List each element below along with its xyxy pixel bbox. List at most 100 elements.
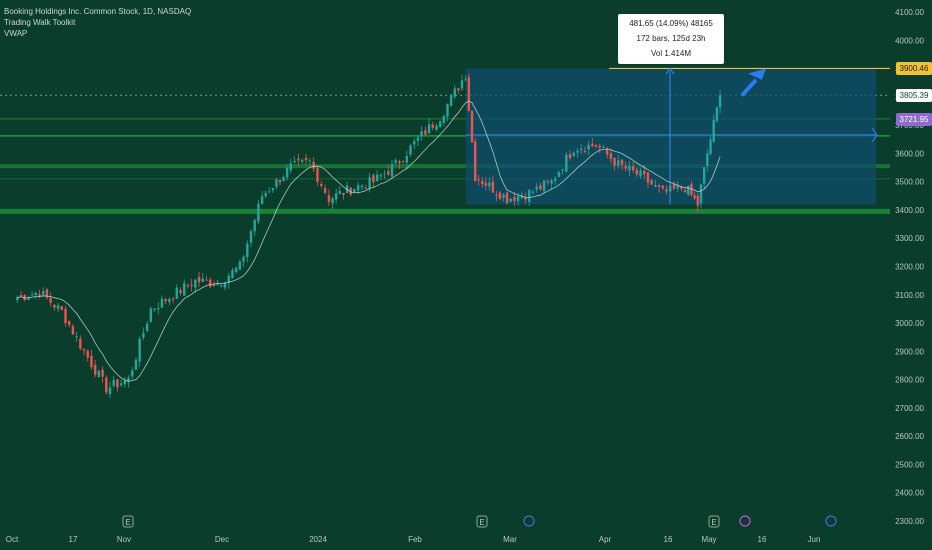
candle-body-151 bbox=[572, 152, 575, 156]
measure-volume: Vol 1.414M bbox=[650, 49, 692, 58]
candle-body-46 bbox=[186, 285, 190, 287]
candle-body-135 bbox=[513, 197, 516, 202]
candle-body-68 bbox=[268, 191, 271, 193]
candle-body-185 bbox=[696, 195, 699, 206]
candle-body-169 bbox=[639, 170, 642, 177]
price-tick-3600: 3600.00 bbox=[895, 149, 924, 158]
measure-box bbox=[465, 68, 876, 205]
candle-body-157 bbox=[594, 144, 598, 147]
candle-body-128 bbox=[488, 182, 491, 187]
candle-body-34 bbox=[142, 333, 145, 338]
candle-body-118 bbox=[453, 88, 456, 97]
price-tick-2900: 2900.00 bbox=[895, 347, 924, 356]
candle-body-96 bbox=[372, 174, 375, 183]
forecast-arrow-shaft bbox=[740, 78, 758, 97]
time-tick-1: 17 bbox=[69, 535, 78, 544]
candle-body-15 bbox=[71, 326, 75, 335]
candle-body-50 bbox=[201, 278, 204, 282]
candle-body-77 bbox=[300, 160, 304, 162]
candle-body-123 bbox=[470, 110, 474, 143]
price-tag-target: 3900.46 bbox=[896, 62, 932, 76]
candle-body-113 bbox=[435, 125, 438, 130]
candle-body-100 bbox=[387, 171, 390, 175]
candle-body-110 bbox=[424, 130, 427, 135]
candle-body-39 bbox=[160, 298, 164, 308]
vwap-label: VWAP bbox=[4, 29, 28, 38]
candle-body-9 bbox=[49, 297, 52, 303]
candle-body-120 bbox=[460, 80, 464, 89]
candle-body-24 bbox=[105, 377, 108, 393]
candle-body-167 bbox=[631, 166, 635, 171]
candle-body-79 bbox=[308, 160, 312, 162]
candle-body-187 bbox=[702, 167, 706, 184]
candle-body-127 bbox=[484, 182, 487, 186]
candle-body-60 bbox=[238, 261, 242, 270]
candle-body-21 bbox=[93, 364, 97, 375]
candle-body-47 bbox=[190, 284, 193, 286]
price-tick-3300: 3300.00 bbox=[895, 234, 924, 243]
time-tick-4: 2024 bbox=[309, 535, 327, 544]
candle-body-109 bbox=[420, 131, 423, 137]
candle-body-10 bbox=[53, 304, 56, 308]
candle-body-134 bbox=[509, 198, 512, 202]
candle-body-87 bbox=[338, 191, 342, 194]
time-tick-9: May bbox=[701, 535, 716, 544]
split-marker bbox=[739, 515, 751, 527]
candle-body-20 bbox=[90, 355, 93, 368]
candle-body-74 bbox=[289, 163, 292, 171]
candle-body-117 bbox=[449, 94, 453, 106]
candle-body-28 bbox=[119, 383, 123, 386]
candle-body-159 bbox=[602, 146, 605, 148]
candle-body-177 bbox=[669, 185, 672, 192]
price-tick-2300: 2300.00 bbox=[895, 517, 924, 526]
candle-body-116 bbox=[446, 104, 449, 117]
measure-bars: 172 bars, 125d 23h bbox=[636, 34, 706, 43]
candle-body-7 bbox=[42, 290, 45, 295]
candle-body-83 bbox=[323, 188, 327, 193]
candle-body-66 bbox=[260, 196, 264, 204]
time-tick-3: Dec bbox=[215, 535, 229, 544]
candle-body-186 bbox=[699, 184, 703, 204]
candle-body-67 bbox=[264, 192, 267, 197]
candle-body-40 bbox=[164, 298, 167, 302]
measure-tooltip: 481.65 (14.09%) 48165 172 bars, 125d 23h… bbox=[618, 14, 724, 64]
candle-body-32 bbox=[134, 359, 138, 370]
dividend-marker-0 bbox=[523, 515, 535, 527]
time-tick-8: 16 bbox=[664, 535, 673, 544]
candle-body-146 bbox=[554, 178, 557, 181]
candle-body-18 bbox=[82, 349, 86, 351]
candle-body-191 bbox=[715, 107, 719, 121]
candle-body-14 bbox=[68, 321, 71, 325]
price-tick-2800: 2800.00 bbox=[895, 376, 924, 385]
price-tag-last: 3805.39 bbox=[896, 89, 932, 103]
candle-body-71 bbox=[278, 180, 282, 183]
candle-body-27 bbox=[116, 379, 119, 388]
candle-body-73 bbox=[285, 168, 289, 178]
candle-body-149 bbox=[565, 154, 568, 172]
price-tick-3000: 3000.00 bbox=[895, 319, 924, 328]
candle-body-43 bbox=[175, 287, 178, 299]
candle-body-176 bbox=[665, 189, 668, 192]
candle-body-91 bbox=[353, 188, 356, 192]
forecast-arrow-head bbox=[748, 68, 766, 80]
candle-body-13 bbox=[64, 308, 67, 324]
earnings-marker-label-2: E bbox=[711, 518, 716, 527]
candle-body-172 bbox=[650, 180, 653, 185]
candle-body-133 bbox=[505, 192, 509, 204]
candle-body-103 bbox=[398, 161, 401, 164]
candle-body-35 bbox=[145, 323, 149, 332]
candle-body-53 bbox=[212, 284, 216, 287]
candle-body-148 bbox=[561, 169, 564, 171]
candle-body-8 bbox=[45, 289, 49, 298]
candle-body-49 bbox=[197, 276, 201, 283]
candle-body-163 bbox=[617, 160, 620, 166]
candle-body-180 bbox=[680, 186, 683, 189]
candle-body-11 bbox=[56, 305, 60, 309]
candle-body-90 bbox=[349, 187, 352, 195]
candle-body-182 bbox=[687, 186, 690, 195]
candle-body-160 bbox=[605, 148, 609, 155]
candle-body-162 bbox=[613, 158, 616, 166]
candle-body-132 bbox=[502, 194, 505, 198]
candle-body-122 bbox=[467, 77, 471, 111]
